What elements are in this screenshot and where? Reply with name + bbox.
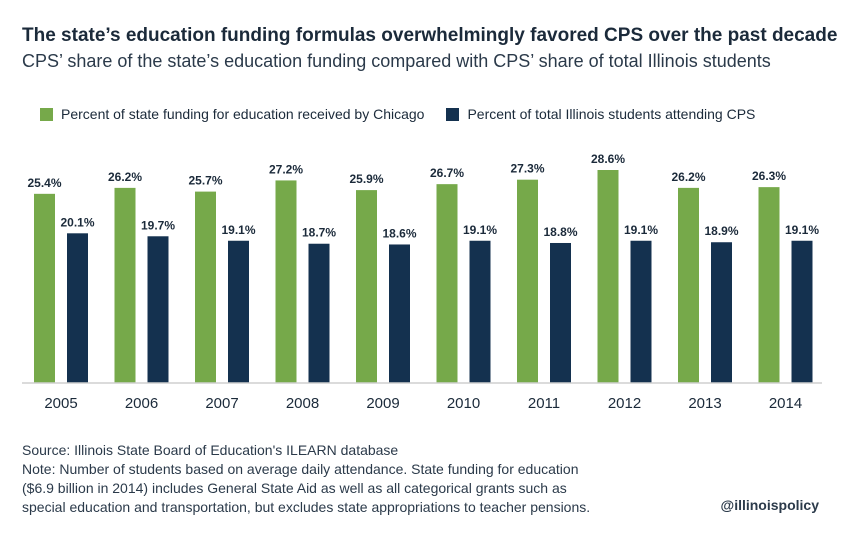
bar-funding-2007 xyxy=(195,191,216,383)
legend-label-students: Percent of total Illinois students atten… xyxy=(467,106,756,122)
bar-students-2009 xyxy=(389,244,410,383)
data-label-funding-2014: 26.3% xyxy=(752,169,786,183)
data-label-students-2006: 19.7% xyxy=(141,218,175,232)
data-label-funding-2007: 25.7% xyxy=(188,174,222,188)
source-line: Source: Illinois State Board of Educatio… xyxy=(22,442,399,458)
bar-students-2006 xyxy=(147,236,169,383)
legend-item-funding: Percent of state funding for education r… xyxy=(40,106,424,122)
chart-title: The state’s education funding formulas o… xyxy=(22,25,838,46)
data-label-students-2014: 19.1% xyxy=(785,223,819,237)
data-label-students-2009: 18.6% xyxy=(382,226,416,240)
data-label-students-2005: 20.1% xyxy=(60,215,94,229)
bar-students-2007 xyxy=(228,240,249,383)
x-tick-label-2006: 2006 xyxy=(125,395,158,412)
social-handle: @illinoispolicy xyxy=(720,497,819,513)
bar-funding-2014 xyxy=(758,187,780,383)
note-line-3: special education and transportation, bu… xyxy=(22,499,591,515)
data-label-funding-2010: 26.7% xyxy=(430,166,464,180)
bar-students-2010 xyxy=(469,240,491,383)
bar-funding-2009 xyxy=(356,190,377,383)
bar-students-2013 xyxy=(711,242,732,383)
footer-notes: Source: Illinois State Board of Educatio… xyxy=(22,441,662,517)
bar-students-2005 xyxy=(67,233,88,383)
note-line-1: Note: Number of students based on averag… xyxy=(22,461,579,477)
legend-swatch-students xyxy=(446,107,460,121)
bar-students-2014 xyxy=(791,240,813,383)
data-label-students-2008: 18.7% xyxy=(302,226,336,240)
data-label-students-2012: 19.1% xyxy=(624,223,658,237)
data-label-funding-2011: 27.3% xyxy=(510,162,544,176)
data-label-funding-2013: 26.2% xyxy=(671,170,705,184)
data-label-funding-2012: 28.6% xyxy=(591,152,625,166)
bar-funding-2008 xyxy=(275,180,297,383)
x-tick-label-2012: 2012 xyxy=(608,395,641,412)
legend: Percent of state funding for education r… xyxy=(40,106,777,122)
bar-funding-2006 xyxy=(114,187,136,383)
data-label-students-2011: 18.8% xyxy=(543,225,577,239)
data-label-funding-2005: 25.4% xyxy=(27,176,61,190)
legend-item-students: Percent of total Illinois students atten… xyxy=(446,106,755,122)
x-tick-label-2011: 2011 xyxy=(528,395,560,412)
x-tick-label-2005: 2005 xyxy=(44,395,77,412)
data-label-funding-2006: 26.2% xyxy=(108,170,142,184)
legend-swatch-funding xyxy=(40,107,53,121)
bar-chart: 25.4% 20.1% 2005 26.2% 19.7% 2006 25.7% 19.1% 20… xyxy=(22,152,822,412)
bar-funding-2013 xyxy=(678,187,699,383)
x-tick-label-2014: 2014 xyxy=(769,395,802,412)
bar-funding-2011 xyxy=(517,179,538,383)
x-tick-label-2010: 2010 xyxy=(447,395,480,412)
data-label-students-2007: 19.1% xyxy=(221,223,255,237)
x-tick-label-2007: 2007 xyxy=(205,395,238,412)
note-line-2: ($6.9 billion in 2014) includes General … xyxy=(22,480,567,496)
bar-students-2008 xyxy=(308,243,330,383)
legend-label-funding: Percent of state funding for education r… xyxy=(61,106,425,122)
chart-subtitle: CPS’ share of the state’s education fund… xyxy=(22,51,771,71)
bar-students-2012 xyxy=(630,240,652,383)
data-label-students-2010: 19.1% xyxy=(463,223,497,237)
bar-funding-2012 xyxy=(597,170,619,383)
data-label-students-2013: 18.9% xyxy=(704,224,738,238)
data-label-funding-2009: 25.9% xyxy=(349,172,383,186)
data-label-funding-2008: 27.2% xyxy=(269,162,303,176)
bar-funding-2005 xyxy=(34,193,55,383)
bar-funding-2010 xyxy=(436,184,458,383)
x-tick-label-2009: 2009 xyxy=(366,395,399,412)
x-tick-label-2008: 2008 xyxy=(286,395,319,412)
bar-students-2011 xyxy=(550,242,571,383)
x-tick-label-2013: 2013 xyxy=(688,395,721,412)
